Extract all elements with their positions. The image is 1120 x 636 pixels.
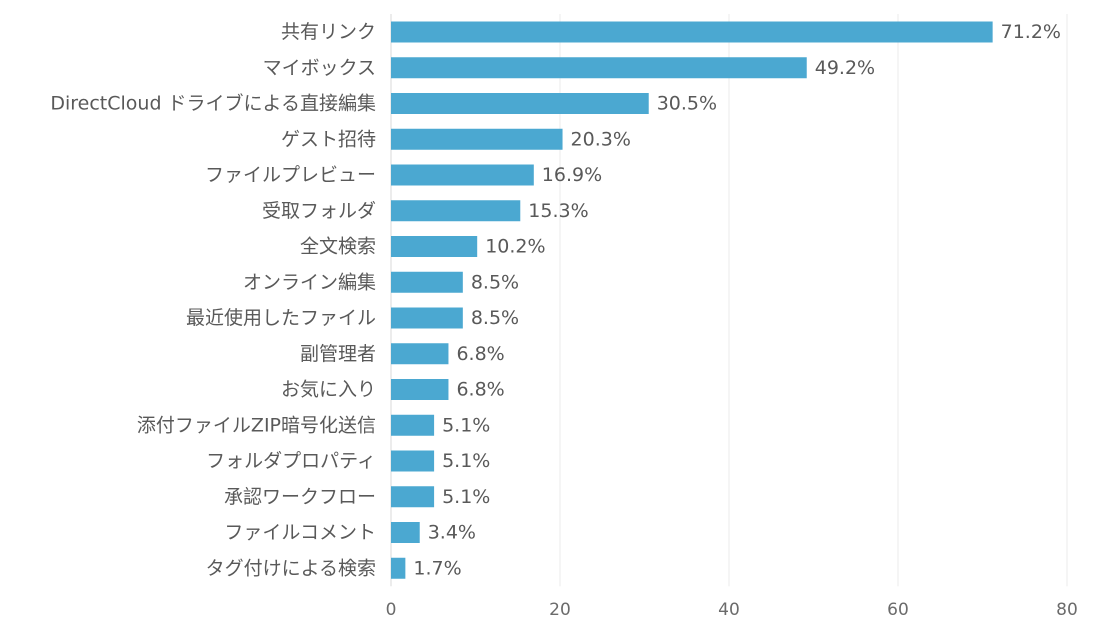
bar	[391, 486, 435, 508]
bar	[391, 414, 435, 436]
bar	[391, 200, 521, 222]
value-label: 20.3%	[571, 128, 631, 150]
value-label: 5.1%	[442, 414, 490, 436]
bar	[391, 164, 534, 186]
value-label: 8.5%	[471, 307, 519, 329]
value-label: 1.7%	[413, 557, 461, 579]
category-label: お気に入り	[281, 379, 376, 401]
x-tick-label: 60	[887, 600, 909, 620]
category-label: 副管理者	[300, 343, 376, 365]
bar	[391, 57, 807, 79]
category-label: マイボックス	[263, 57, 376, 79]
bar	[391, 128, 563, 150]
bar	[391, 307, 463, 329]
value-label: 3.4%	[428, 522, 476, 544]
category-label: フォルダプロパティ	[206, 450, 376, 472]
bar	[391, 343, 449, 365]
value-label: 15.3%	[528, 200, 588, 222]
category-label: 添付ファイルZIP暗号化送信	[137, 414, 376, 436]
value-label: 16.9%	[542, 164, 602, 186]
value-labels: 71.2% 49.2% 30.5% 20.3% 16.9% 15.3% 10.2% 8.5% 8…	[413, 21, 1061, 579]
bar	[391, 271, 463, 293]
category-label: ファイルコメント	[224, 522, 376, 544]
category-label: 最近使用したファイル	[186, 307, 376, 329]
x-tick-label: 20	[549, 600, 571, 620]
category-label: タグ付けによる検索	[206, 557, 376, 579]
value-label: 5.1%	[442, 450, 490, 472]
value-label: 5.1%	[442, 486, 490, 508]
bar	[391, 557, 406, 579]
category-label: オンライン編集	[243, 271, 376, 293]
category-label: DirectCloud ドライブによる直接編集	[50, 92, 376, 115]
value-label: 30.5%	[657, 93, 717, 115]
bar	[391, 21, 993, 43]
value-label: 8.5%	[471, 271, 519, 293]
x-tick-label: 0	[386, 600, 397, 620]
value-label: 71.2%	[1001, 21, 1061, 43]
value-label: 6.8%	[456, 379, 504, 401]
x-axis-ticks: 0 20 40 60 80	[386, 600, 1078, 620]
category-label: ファイルプレビュー	[205, 164, 376, 186]
category-label: 全文検索	[300, 236, 376, 258]
category-label: 受取フォルダ	[262, 200, 376, 222]
category-label: 共有リンク	[281, 21, 376, 43]
bar	[391, 93, 649, 114]
x-tick-label: 40	[718, 600, 740, 620]
bar	[391, 236, 478, 257]
bar	[391, 522, 420, 543]
bar	[391, 379, 449, 400]
bars	[391, 21, 993, 579]
value-label: 6.8%	[456, 343, 504, 365]
category-label: ゲスト招待	[281, 128, 376, 150]
category-label: 承認ワークフロー	[224, 486, 376, 508]
x-tick-label: 80	[1056, 600, 1078, 620]
value-label: 49.2%	[815, 57, 875, 79]
bar	[391, 450, 435, 472]
value-label: 10.2%	[485, 236, 545, 258]
